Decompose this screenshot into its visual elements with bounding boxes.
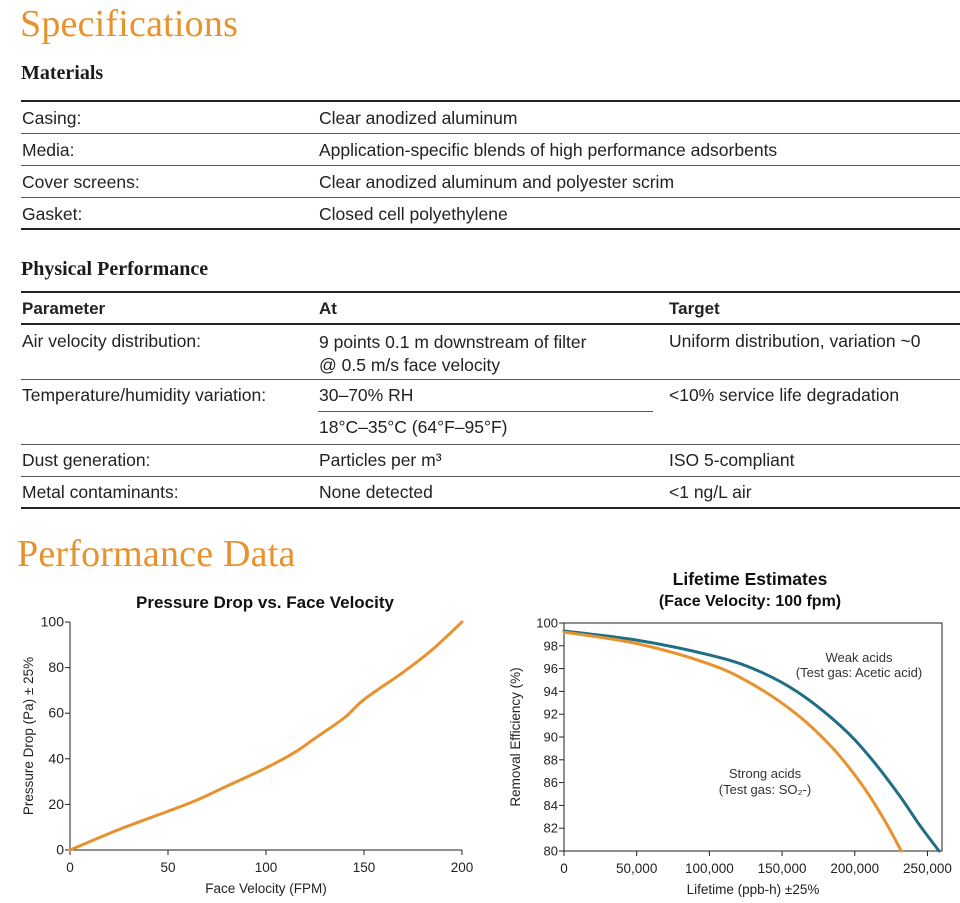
x-axis-label: Lifetime (ppb-h) ±25% (687, 882, 820, 897)
x-tick-label: 200 (451, 860, 474, 875)
series-line (68, 620, 464, 852)
materials-value: Clear anodized aluminum (319, 108, 518, 128)
weak-acids-label: Weak acids (826, 650, 893, 665)
at-line: @ 0.5 m/s face velocity (319, 355, 501, 375)
materials-heading: Materials (21, 62, 104, 84)
y-tick-label: 96 (544, 661, 558, 676)
pressure-drop-chart: 0 20 40 60 80 100 0 50 100 150 200 Face Velocity (F… (21, 614, 474, 897)
y-tick-label: 20 (48, 796, 64, 812)
x-tick-label: 200,000 (830, 861, 879, 876)
at-cell: 30–70% RH 18°C–35°C (64°F–95°F) (318, 379, 668, 444)
table-header-row: Parameter At Target (21, 292, 960, 324)
at-line: 9 points 0.1 m downstream of filter (319, 332, 587, 352)
lifetime-estimates-chart: 80 82 84 86 88 90 92 94 96 98 100 0 50,000 100,000 150… (508, 616, 952, 898)
y-tick-label: 60 (48, 705, 64, 721)
x-tick-label: 150,000 (758, 861, 807, 876)
target-cell: <1 ng/L air (669, 481, 752, 502)
x-tick-label: 250,000 (903, 861, 952, 876)
table-row: Casing: Clear anodized aluminum (21, 101, 960, 133)
materials-label: Cover screens: (22, 171, 140, 192)
y-tick-label: 94 (544, 684, 558, 699)
x-tick-label: 150 (353, 860, 376, 875)
weak-acids-test-gas-label: (Test gas: Acetic acid) (796, 665, 922, 680)
x-tick-label: 0 (560, 861, 568, 876)
series-line (562, 629, 941, 853)
target-cell: ISO 5-compliant (669, 449, 795, 470)
table-row: Cover screens: Clear anodized aluminum a… (21, 165, 960, 197)
specifications-title: Specifications (20, 3, 239, 45)
y-tick-label: 82 (544, 821, 558, 836)
y-tick-label: 80 (48, 659, 64, 675)
strong-acids-label: Strong acids (729, 766, 802, 781)
table-row: Metal contaminants: None detected <1 ng/… (21, 476, 960, 508)
materials-label: Media: (22, 139, 75, 160)
y-tick-label: 40 (48, 750, 64, 766)
y-tick-label: 88 (544, 752, 558, 767)
materials-value: Application-specific blends of high perf… (319, 139, 778, 160)
materials-value: Closed cell polyethylene (319, 203, 508, 224)
materials-table: Casing: Clear anodized aluminum Media: A… (21, 100, 960, 230)
table-row: Air velocity distribution: 9 points 0.1 … (21, 324, 960, 379)
x-tick-label: 0 (66, 860, 74, 875)
column-header-at: At (319, 299, 337, 318)
materials-label: Casing: (22, 108, 82, 128)
x-tick-label: 50,000 (616, 861, 657, 876)
chart-title: Pressure Drop vs. Face Velocity (136, 593, 394, 612)
table-row: Dust generation: Particles per m³ ISO 5-… (21, 444, 960, 476)
materials-label: Gasket: (22, 203, 83, 224)
parameter-cell: Metal contaminants: (22, 481, 179, 502)
y-tick-label: 90 (544, 730, 558, 745)
target-cell: <10% service life degradation (669, 384, 900, 405)
y-tick-label: 92 (544, 707, 558, 722)
y-axis-label: Removal Efficiency (%) (508, 667, 523, 806)
strong-acids-test-gas-label: (Test gas: SO₂-) (719, 782, 811, 797)
at-cell: Particles per m³ (319, 449, 442, 470)
parameter-cell: Temperature/humidity variation: (22, 384, 267, 405)
parameter-cell: Air velocity distribution: (22, 331, 201, 351)
performance-data-title: Performance Data (17, 533, 296, 575)
column-header-parameter: Parameter (22, 299, 106, 318)
x-tick-label: 100,000 (685, 861, 734, 876)
chart-subtitle: (Face Velocity: 100 fpm) (658, 593, 842, 610)
x-axis-label: Face Velocity (FPM) (205, 881, 327, 896)
physical-performance-table: Parameter At Target Air velocity distrib… (21, 291, 960, 509)
target-cell: Uniform distribution, variation ~0 (669, 331, 921, 351)
x-tick-label: 50 (160, 860, 175, 875)
at-line: 18°C–35°C (64°F–95°F) (319, 416, 508, 437)
y-axis-label: Pressure Drop (Pa) ± 25% (21, 657, 36, 815)
y-tick-label: 100 (536, 616, 558, 631)
y-tick-label: 86 (544, 775, 558, 790)
materials-value: Clear anodized aluminum and polyester sc… (319, 171, 675, 192)
parameter-cell: Dust generation: (22, 449, 151, 470)
y-tick-label: 0 (56, 842, 64, 858)
y-tick-label: 80 (544, 844, 558, 859)
column-header-target: Target (669, 299, 720, 318)
series-line (562, 630, 903, 853)
at-cell: None detected (319, 481, 433, 502)
y-tick-label: 84 (544, 798, 558, 813)
y-tick-label: 98 (544, 638, 558, 653)
table-row: Gasket: Closed cell polyethylene (21, 197, 960, 229)
at-cell: 9 points 0.1 m downstream of filter @ 0.… (318, 324, 668, 379)
chart-title: Lifetime Estimates (672, 569, 828, 589)
physical-performance-heading: Physical Performance (21, 258, 209, 280)
x-tick-label: 100 (255, 860, 278, 875)
y-tick-label: 100 (41, 614, 65, 630)
table-row: Media: Application-specific blends of hi… (21, 133, 960, 165)
table-row: Temperature/humidity variation: 30–70% R… (21, 379, 960, 444)
at-line: 30–70% RH (318, 380, 653, 412)
